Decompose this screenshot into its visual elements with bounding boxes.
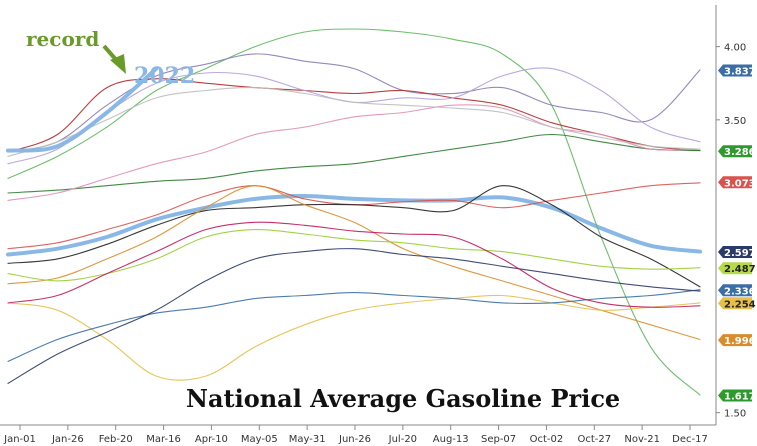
value-badge-shape	[718, 64, 752, 77]
value-badge-shape	[718, 262, 752, 275]
value-badge: 2.487	[718, 262, 756, 275]
series-layer	[6, 28, 702, 396]
value-badge-label: 3.073	[724, 178, 756, 189]
value-badge-shape	[718, 389, 752, 402]
value-badge: 2.336	[718, 284, 756, 297]
highlight-layer	[6, 66, 159, 153]
series-line-black	[7, 185, 701, 288]
series-line-purple	[7, 53, 701, 153]
value-badge: 1.996	[718, 334, 756, 347]
value-badge-shape	[718, 284, 752, 297]
value-badge-label: 1.617	[724, 392, 756, 403]
value-badge-shape	[718, 176, 752, 189]
value-badge: 2.254	[718, 297, 756, 310]
x-tick-label: Aug-13	[433, 434, 469, 445]
y-tick-label: 3.50	[724, 116, 746, 127]
record-label: record	[26, 27, 99, 51]
value-badge-label: 3.837	[724, 66, 756, 77]
x-tick-label: Dec-17	[672, 434, 708, 445]
series-line-dark-green	[7, 133, 701, 194]
value-badge: 3.837	[718, 64, 756, 77]
value-badge-label: 2.487	[724, 264, 756, 275]
x-tick-label: Jan-26	[51, 434, 84, 445]
series-line-orange	[7, 185, 701, 341]
y-tick-label: 4.00	[724, 43, 746, 54]
y-tick-label: 1.50	[724, 409, 746, 420]
x-tick-label: Jun-26	[338, 434, 371, 445]
x-tick-label: Apr-10	[195, 434, 228, 445]
value-badge: 3.073	[718, 176, 756, 189]
value-badge: 3.286	[718, 145, 756, 158]
value-badge-label: 3.286	[724, 147, 756, 158]
value-badge-shape	[718, 145, 752, 158]
x-tick-label: Mar-16	[146, 434, 181, 445]
value-badge-shape	[718, 246, 752, 258]
value-badge-shape	[718, 334, 752, 347]
x-tick-label: Feb-20	[99, 434, 133, 445]
value-badge-label: 2.254	[724, 299, 756, 310]
x-tick-label: Sep-07	[481, 434, 516, 445]
series-line-magenta	[7, 221, 701, 308]
series-line-navy-low	[7, 248, 701, 384]
x-tick-label: Nov-21	[624, 434, 660, 445]
x-tick-label: May-05	[241, 434, 278, 445]
x-tick-label: May-31	[289, 434, 326, 445]
x-tick-label: Jan-01	[3, 434, 36, 445]
value-badge-label: 1.996	[724, 336, 756, 347]
year-2022-label: 2022	[134, 63, 195, 89]
series-line-yellow	[7, 294, 701, 381]
series-line-average	[6, 194, 702, 257]
x-tick-label: Oct-27	[577, 434, 611, 445]
series-line-lime	[7, 229, 701, 282]
chart-title: National Average Gasoline Price	[186, 384, 620, 413]
x-tick-label: Jul-20	[388, 434, 417, 445]
y-tick-layer: 1.50 3.50 4.00	[716, 43, 746, 420]
value-badge-shape	[718, 297, 752, 310]
value-badge: 1.617	[718, 389, 756, 403]
x-tick-label: Oct-02	[530, 434, 564, 445]
record-arrow-head	[110, 54, 126, 74]
x-tick-layer: Jan-01 Jan-26 Feb-20 Mar-16 Apr-10 May-05 May-…	[3, 425, 708, 445]
series-line-2022	[6, 66, 159, 153]
value-badge-label: 2.336	[724, 286, 756, 297]
record-annotation: record	[26, 27, 126, 74]
series-line-light-gray	[7, 86, 701, 157]
series-line-dark-red	[7, 78, 701, 153]
series-line-pink	[7, 104, 701, 201]
